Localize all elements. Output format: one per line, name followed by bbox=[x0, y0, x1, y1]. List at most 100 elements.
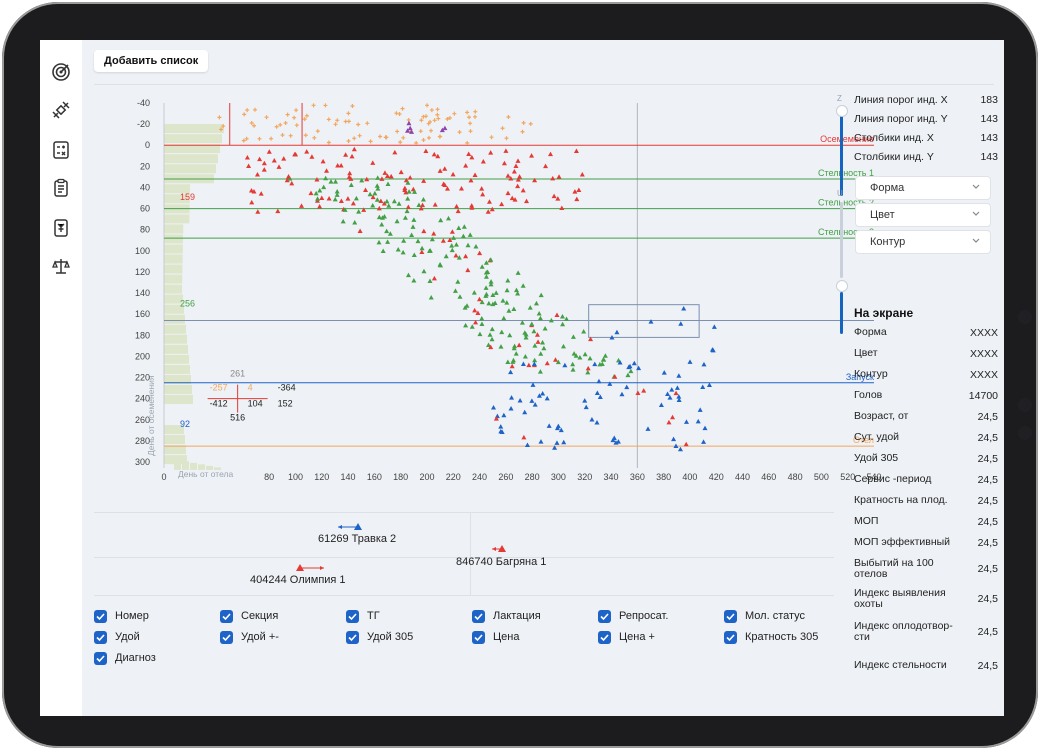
timeline-item-label[interactable]: 846740 Багряна 1 bbox=[456, 556, 547, 568]
clipboard-icon[interactable] bbox=[51, 178, 71, 198]
target-icon[interactable] bbox=[51, 62, 71, 82]
data-point bbox=[381, 213, 387, 219]
dropdown-color[interactable]: Цвет bbox=[855, 203, 991, 227]
slider-track-u-upper[interactable] bbox=[840, 202, 843, 278]
data-point bbox=[461, 224, 467, 229]
data-point bbox=[424, 114, 429, 119]
timeline-item-label[interactable]: 404244 Олимпия 1 bbox=[250, 574, 346, 586]
data-point bbox=[517, 174, 523, 179]
checkbox-checked-icon[interactable] bbox=[220, 610, 233, 623]
onscreen-value: 24,5 bbox=[977, 660, 998, 672]
checkbox-checked-icon[interactable] bbox=[346, 631, 359, 644]
data-point bbox=[613, 440, 619, 445]
data-point bbox=[532, 402, 538, 407]
data-point bbox=[338, 198, 344, 204]
data-point bbox=[387, 231, 393, 236]
slider-knob-z[interactable] bbox=[836, 105, 848, 117]
checkbox-checked-icon[interactable] bbox=[724, 610, 737, 623]
data-point bbox=[244, 136, 249, 141]
data-point bbox=[335, 118, 340, 123]
receipt-icon[interactable] bbox=[51, 218, 71, 238]
data-point bbox=[456, 255, 462, 260]
data-point bbox=[673, 390, 679, 396]
data-point bbox=[435, 153, 441, 159]
data-point bbox=[530, 382, 536, 387]
slider-letter-u: U bbox=[837, 189, 843, 198]
add-list-button[interactable]: Добавить список bbox=[94, 50, 209, 72]
dropdown-shape[interactable]: Форма bbox=[855, 176, 991, 200]
histogram-bar bbox=[164, 324, 186, 334]
bagryana-marker[interactable] bbox=[492, 545, 506, 552]
scatter-chart[interactable]: Осемемение Стельность 1 Стельность 2 Стельн… bbox=[82, 40, 1004, 510]
histogram-bar bbox=[164, 184, 190, 194]
checkbox-checked-icon[interactable] bbox=[472, 610, 485, 623]
data-point bbox=[313, 190, 319, 196]
data-point bbox=[364, 176, 370, 182]
data-point bbox=[483, 270, 489, 275]
data-point bbox=[658, 402, 664, 408]
data-point bbox=[505, 173, 511, 178]
data-point bbox=[513, 163, 519, 169]
data-point bbox=[280, 133, 285, 138]
dropdown-contour[interactable]: Контур bbox=[855, 230, 991, 254]
x-tick-label: 180 bbox=[393, 472, 408, 482]
data-point bbox=[540, 340, 546, 345]
timeline-item-label[interactable]: 61269 Травка 2 bbox=[318, 533, 397, 545]
slider-knob-u[interactable] bbox=[836, 280, 848, 292]
data-point bbox=[342, 207, 348, 212]
scale-icon[interactable] bbox=[51, 256, 71, 276]
data-point bbox=[429, 108, 434, 113]
checkbox-checked-icon[interactable] bbox=[346, 610, 359, 623]
satellite-icon[interactable] bbox=[51, 100, 71, 120]
data-point bbox=[594, 390, 600, 395]
data-point bbox=[419, 245, 425, 251]
data-point bbox=[517, 397, 523, 403]
onscreen-value: XXXX bbox=[969, 369, 998, 381]
data-point bbox=[504, 300, 510, 305]
histogram-bar bbox=[164, 234, 183, 244]
data-point bbox=[221, 124, 226, 129]
histogram-bar bbox=[198, 464, 205, 470]
y-tick-label: 200 bbox=[135, 351, 150, 361]
data-point bbox=[264, 115, 269, 120]
data-point bbox=[423, 148, 429, 153]
data-point bbox=[285, 112, 290, 117]
data-point bbox=[425, 103, 430, 108]
x-tick-label: 260 bbox=[498, 472, 513, 482]
histogram-bar bbox=[164, 354, 189, 364]
checkbox-checked-icon[interactable] bbox=[724, 631, 737, 644]
checkbox-checked-icon[interactable] bbox=[94, 631, 107, 644]
data-point bbox=[523, 331, 529, 337]
data-point bbox=[670, 414, 676, 420]
checkbox-checked-icon[interactable] bbox=[598, 631, 611, 644]
dropdown-value: Форма bbox=[870, 182, 905, 194]
sidebar bbox=[40, 40, 82, 637]
checkbox-checked-icon[interactable] bbox=[598, 610, 611, 623]
data-point bbox=[473, 319, 479, 325]
checkbox-label: Цена bbox=[493, 631, 520, 643]
y-tick-label: 240 bbox=[135, 394, 150, 404]
x-tick-label: 460 bbox=[761, 472, 776, 482]
slider-track-z[interactable] bbox=[840, 110, 843, 196]
slider-track-u[interactable] bbox=[840, 292, 843, 334]
checkbox-checked-icon[interactable] bbox=[472, 631, 485, 644]
data-point bbox=[535, 339, 541, 344]
travka-marker[interactable] bbox=[338, 523, 362, 530]
data-point bbox=[617, 359, 623, 365]
data-point bbox=[469, 154, 475, 160]
data-point bbox=[509, 195, 515, 201]
data-point bbox=[411, 277, 417, 283]
data-point bbox=[241, 138, 246, 143]
checkbox-checked-icon[interactable] bbox=[94, 652, 107, 665]
data-point bbox=[505, 359, 511, 364]
data-point bbox=[477, 296, 483, 302]
checkbox-checked-icon[interactable] bbox=[94, 610, 107, 623]
data-point bbox=[681, 306, 687, 311]
data-point bbox=[513, 287, 519, 293]
data-point bbox=[700, 384, 706, 389]
checkbox-checked-icon[interactable] bbox=[220, 631, 233, 644]
olimpiya-marker[interactable] bbox=[296, 564, 324, 571]
calculator-icon[interactable] bbox=[51, 140, 71, 160]
onscreen-label: Голов bbox=[854, 389, 883, 401]
data-point bbox=[552, 445, 558, 450]
